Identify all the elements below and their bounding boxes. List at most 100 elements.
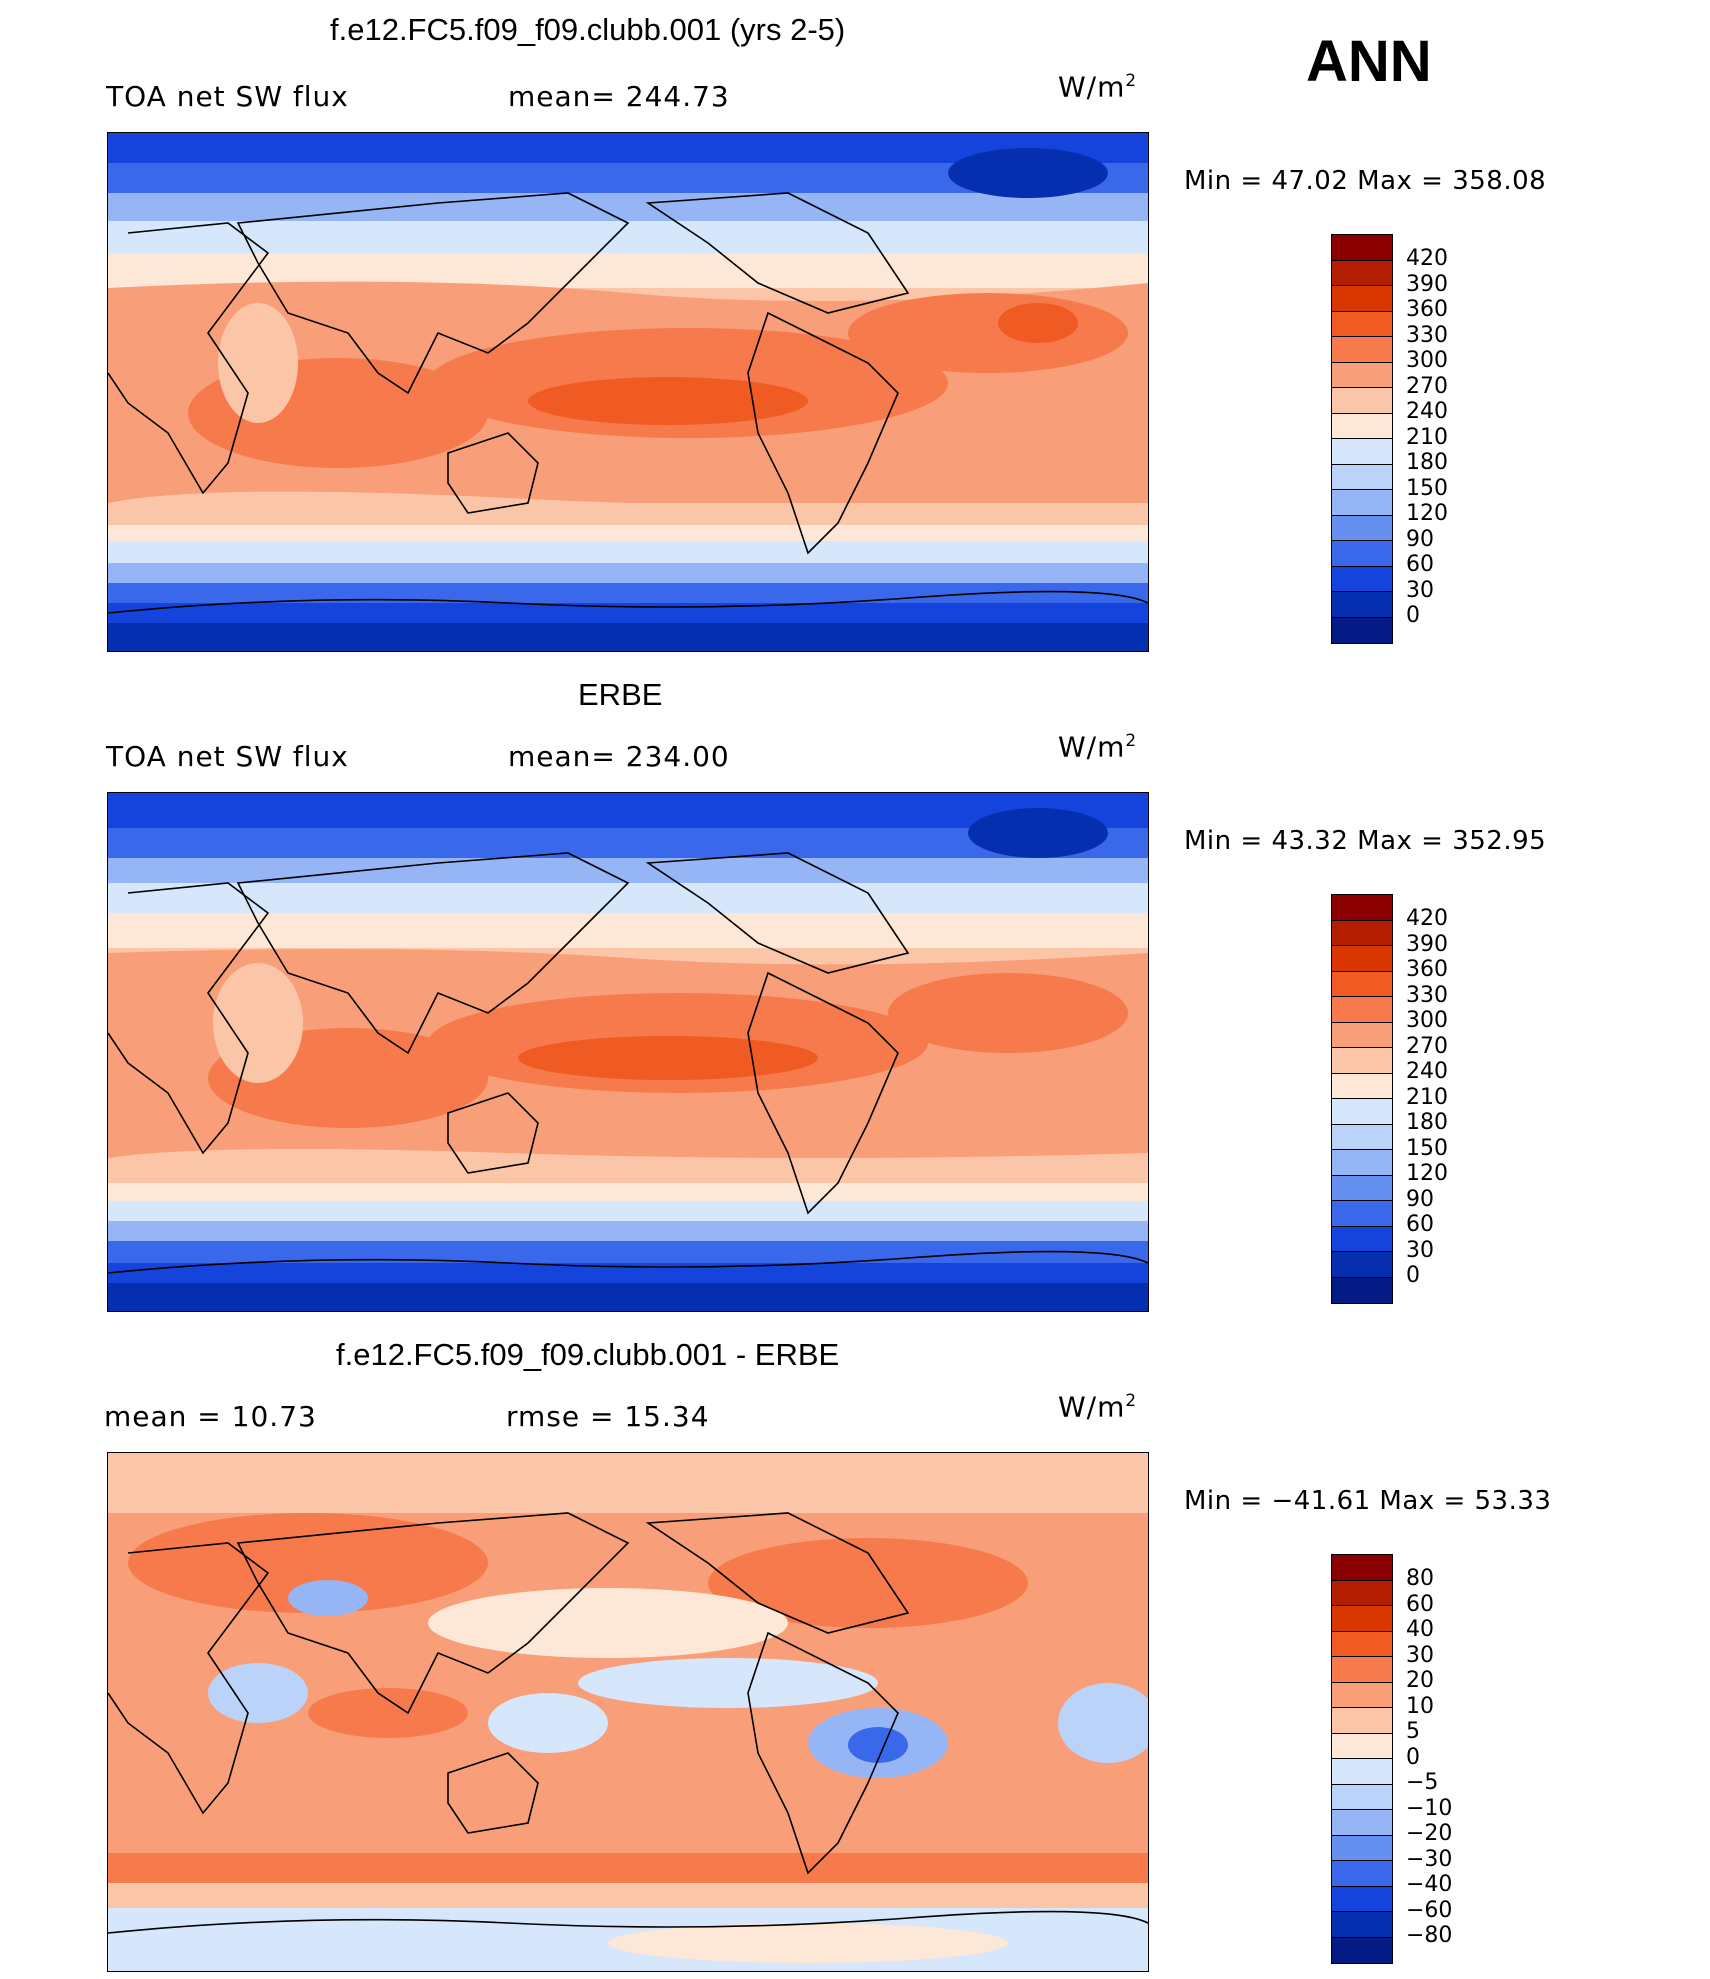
panel-1-colorbar-label: 300: [1406, 348, 1448, 373]
panel-3-colorbar-label: 30: [1406, 1642, 1434, 1668]
panel-3-colorbar-bin: [1332, 1682, 1392, 1708]
panel-2-colorbar-bin: [1332, 895, 1392, 921]
panel-1-colorbar-bin: [1332, 337, 1392, 363]
panel-1-title: f.e12.FC5.f09_f09.clubb.001 (yrs 2-5): [330, 12, 846, 47]
panel-1-colorbar-bin: [1332, 413, 1392, 439]
panel-3-colorbar-bin: [1332, 1759, 1392, 1785]
panel-1-colorbar: [1331, 234, 1393, 644]
panel-2-colorbar-bin: [1332, 1201, 1392, 1227]
panel-1-colorbar-label: 360: [1406, 297, 1448, 322]
panel-1-colorbar-label: 240: [1406, 399, 1448, 424]
panel-1-colorbar-label: 0: [1406, 603, 1420, 628]
panel-1-colorbar-label: 120: [1406, 501, 1448, 526]
panel-3-min-max: Min = −41.61 Max = 53.33: [1184, 1486, 1552, 1516]
panel-2-colorbar-label: 330: [1406, 982, 1448, 1008]
panel-3-map-field: [108, 1453, 1148, 1971]
panel-2-colorbar-bin: [1332, 920, 1392, 946]
panel-2-mean-label: mean= 234.00: [508, 740, 730, 773]
panel-3-map: [107, 1452, 1149, 1972]
panel-2-map-field: [108, 793, 1148, 1311]
panel-3-colorbar-label: 0: [1406, 1744, 1420, 1770]
panel-1-colorbar-label: 180: [1406, 450, 1448, 475]
panel-3-colorbar-label: −20: [1406, 1821, 1453, 1846]
panel-2-colorbar-bin: [1332, 1150, 1392, 1176]
panel-3-colorbar-label: −40: [1406, 1872, 1453, 1897]
panel-1-colorbar-bin: [1332, 617, 1392, 643]
panel-3-colorbar-label: 80: [1406, 1566, 1434, 1591]
panel-2-colorbar-label: 60: [1406, 1212, 1434, 1237]
panel-3-colorbar-bin: [1332, 1631, 1392, 1657]
panel-2-colorbar-bin: [1332, 1124, 1392, 1150]
panel-2-colorbar-label: 210: [1406, 1084, 1448, 1110]
panel-1-colorbar-bin: [1332, 490, 1392, 516]
panel-3-colorbar-bin: [1332, 1580, 1392, 1606]
panel-1-min-max: Min = 47.02 Max = 358.08: [1184, 166, 1547, 196]
panel-1-colorbar-bin: [1332, 515, 1392, 541]
panel-2-colorbar-label: 240: [1406, 1059, 1448, 1084]
panel-1-colorbar-bin: [1332, 286, 1392, 312]
panel-2-colorbar-bin: [1332, 946, 1392, 972]
panel-1-colorbar-bin: [1332, 439, 1392, 465]
panel-3-colorbar-bin: [1332, 1810, 1392, 1836]
panel-2-min-max: Min = 43.32 Max = 352.95: [1184, 826, 1547, 856]
panel-2-colorbar-label: 390: [1406, 931, 1448, 957]
panel-2-units: W/m2: [1058, 730, 1138, 764]
panel-1-colorbar-label: 90: [1406, 526, 1434, 552]
panel-1-colorbar-bin: [1332, 260, 1392, 286]
panel-3-colorbar-bin: [1332, 1784, 1392, 1810]
panel-2-colorbar-label: 300: [1406, 1008, 1448, 1033]
panel-3-colorbar-bin: [1332, 1555, 1392, 1581]
panel-2-colorbar-label: 30: [1406, 1237, 1434, 1263]
panel-2-title: ERBE: [578, 677, 663, 712]
panel-1-colorbar-bin: [1332, 311, 1392, 337]
panel-2-colorbar-bin: [1332, 997, 1392, 1023]
panel-2-colorbar-label: 360: [1406, 957, 1448, 982]
panel-2-colorbar-label: 150: [1406, 1135, 1448, 1161]
panel-1-colorbar-label: 330: [1406, 322, 1448, 348]
panel-3-colorbar-bin: [1332, 1733, 1392, 1759]
panel-2-colorbar-bin: [1332, 1252, 1392, 1278]
panel-3-colorbar-bin: [1332, 1657, 1392, 1683]
panel-2-colorbar: [1331, 894, 1393, 1304]
panel-3-colorbar-label: 60: [1406, 1591, 1434, 1617]
panel-2-colorbar-bin: [1332, 1048, 1392, 1074]
panel-3-colorbar-label: 10: [1406, 1693, 1434, 1719]
panel-2-colorbar-bin: [1332, 1073, 1392, 1099]
panel-1-colorbar-bin: [1332, 566, 1392, 592]
panel-2-variable-label: TOA net SW flux: [106, 740, 349, 773]
panel-1-colorbar-bin: [1332, 235, 1392, 261]
panel-1-mean-label: mean= 244.73: [508, 80, 730, 113]
panel-3-colorbar-bin: [1332, 1937, 1392, 1963]
panel-2-colorbar-label: 420: [1406, 906, 1448, 931]
panel-3-colorbar-label: −10: [1406, 1795, 1453, 1821]
panel-2-colorbar-bin: [1332, 1099, 1392, 1125]
panel-3-colorbar-label: −80: [1406, 1923, 1453, 1948]
panel-1-units: W/m2: [1058, 70, 1138, 104]
panel-1-colorbar-label: 60: [1406, 552, 1434, 577]
panel-3-colorbar-label: −30: [1406, 1846, 1453, 1872]
panel-1-colorbar-bin: [1332, 464, 1392, 490]
panel-1-colorbar-bin: [1332, 362, 1392, 388]
panel-3-colorbar-label: 40: [1406, 1617, 1434, 1642]
panel-3-colorbar-bin: [1332, 1606, 1392, 1632]
panel-1-colorbar-bin: [1332, 592, 1392, 618]
panel-1-colorbar-label: 210: [1406, 424, 1448, 450]
panel-2-colorbar-bin: [1332, 1277, 1392, 1303]
panel-3-colorbar-label: 20: [1406, 1668, 1434, 1693]
panel-2-colorbar-bin: [1332, 1175, 1392, 1201]
panel-1-colorbar-label: 390: [1406, 271, 1448, 297]
panel-2-colorbar-bin: [1332, 971, 1392, 997]
panel-1-colorbar-bin: [1332, 388, 1392, 414]
panel-2-map: [107, 792, 1149, 1312]
panel-3-colorbar-bin: [1332, 1861, 1392, 1887]
panel-1-map-field: [108, 133, 1148, 651]
panel-2-colorbar-bin: [1332, 1022, 1392, 1048]
panel-1-colorbar-label: 270: [1406, 373, 1448, 399]
season-label: ANN: [1306, 29, 1432, 94]
panel-3-colorbar-bin: [1332, 1912, 1392, 1938]
panel-1-colorbar-label: 30: [1406, 577, 1434, 603]
panel-1-variable-label: TOA net SW flux: [106, 80, 349, 113]
panel-2-colorbar-label: 90: [1406, 1186, 1434, 1212]
panel-3-title: f.e12.FC5.f09_f09.clubb.001 - ERBE: [336, 1337, 840, 1372]
panel-3-colorbar: [1331, 1554, 1393, 1964]
